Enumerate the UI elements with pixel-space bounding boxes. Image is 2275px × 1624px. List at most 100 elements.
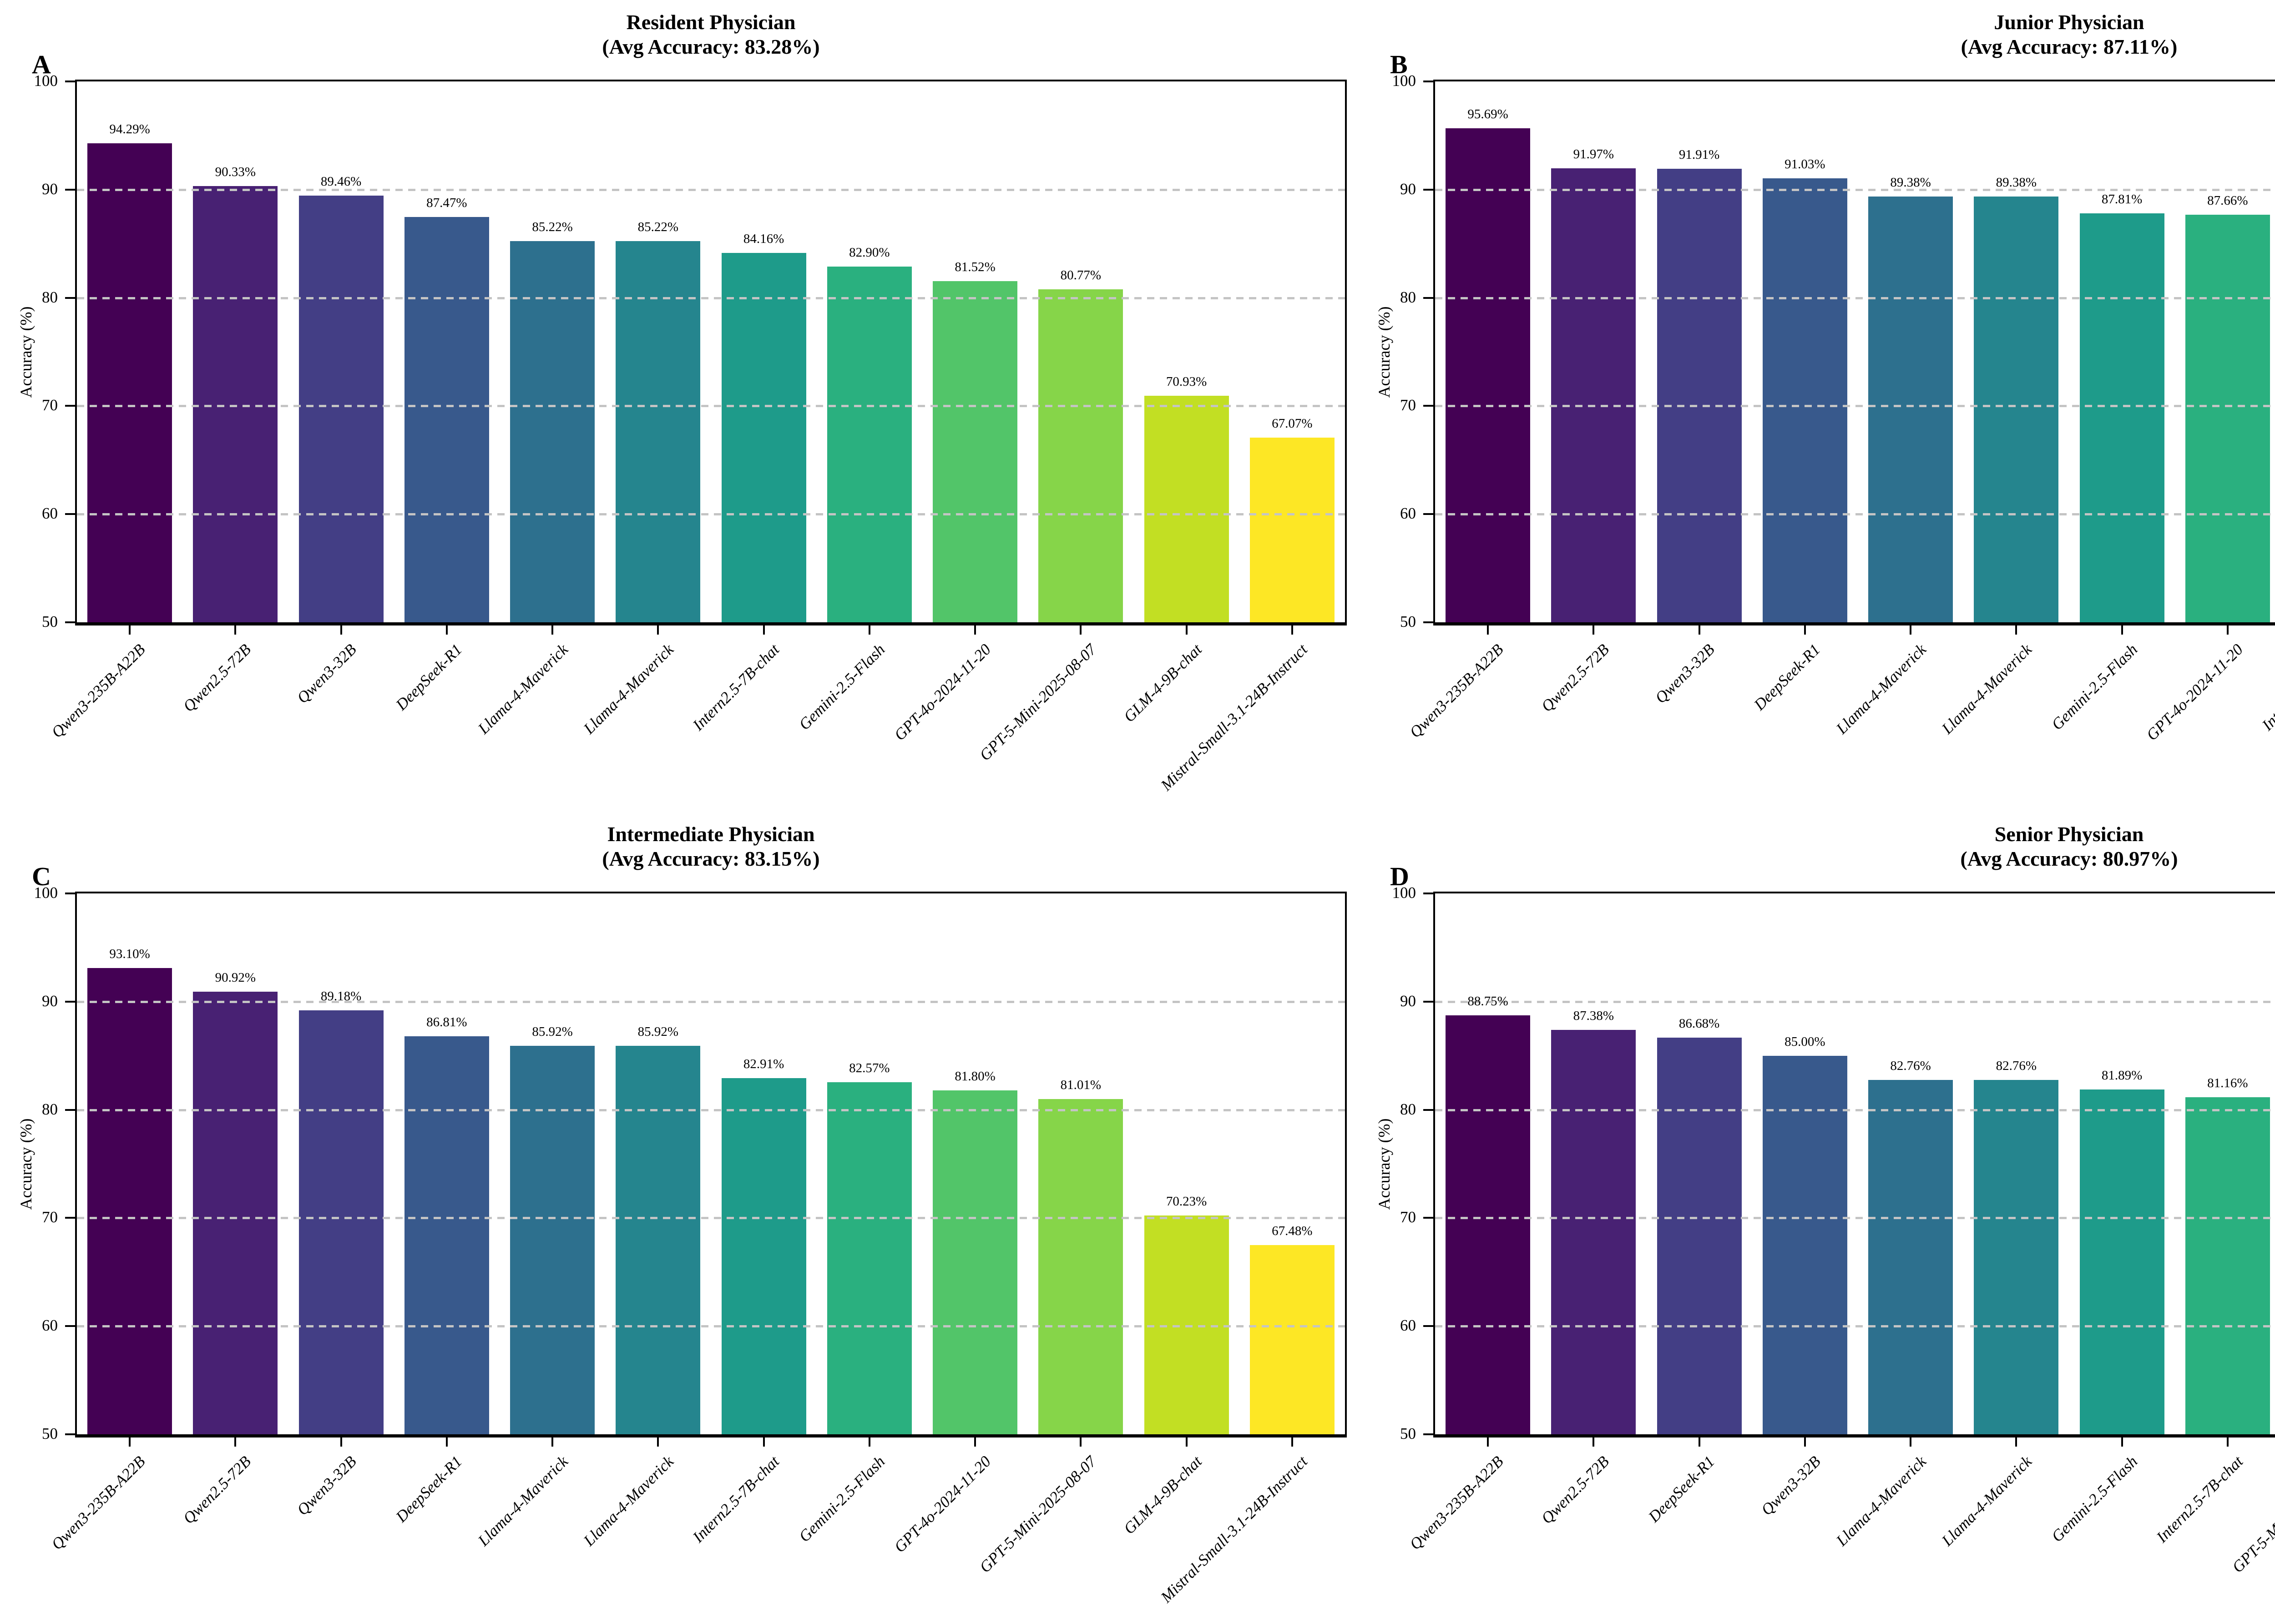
x-tick-label: Qwen3-235B-A22B (48, 641, 149, 741)
bar (404, 1036, 489, 1434)
chart-title-d: Senior Physician (Avg Accuracy: 80.97%) (1433, 822, 2275, 872)
y-tick-label: 90 (42, 992, 58, 1010)
bar-value-label: 81.16% (2207, 1076, 2248, 1091)
bar-value-label: 89.46% (320, 174, 362, 189)
bar-value-label: 81.52% (955, 260, 996, 275)
x-tick-label: Gemini-2.5-Flash (2048, 1453, 2141, 1546)
x-tick-mark (340, 624, 342, 635)
bar (298, 195, 384, 622)
bar-value-label: 80.77% (1060, 268, 1102, 283)
bar-value-label: 82.90% (849, 245, 890, 260)
panel-letter-b: B (1390, 50, 1408, 79)
bar-value-label: 90.33% (215, 164, 256, 179)
bar (827, 1082, 912, 1434)
bar-value-label: 90.92% (215, 970, 256, 985)
bar-value-label: 82.76% (1890, 1058, 1931, 1073)
bar-value-label: 94.29% (109, 121, 150, 136)
bar (616, 1045, 701, 1434)
x-tick-mark (445, 1436, 448, 1447)
bar (616, 241, 701, 622)
bar (933, 1090, 1018, 1434)
bar-value-label: 86.81% (426, 1014, 467, 1029)
gridline (77, 1000, 1345, 1003)
bar (404, 217, 489, 622)
y-tick-label: 90 (1400, 992, 1416, 1010)
panel-d-senior-physician: D Senior Physician (Avg Accuracy: 80.97%… (1358, 812, 2275, 1624)
bar-value-label: 82.76% (1996, 1058, 2037, 1073)
x-tick-label: DeepSeek-R1 (1750, 641, 1824, 714)
bar-value-label: 81.01% (1060, 1077, 1102, 1092)
y-tick-mark (65, 405, 75, 407)
y-tick-mark (65, 188, 75, 191)
bar-value-label: 89.38% (1996, 175, 2037, 190)
x-tick-mark (1698, 1436, 1700, 1447)
x-tick-label: Llama-4-Maverick (580, 1453, 677, 1550)
gridline (1435, 1000, 2275, 1003)
gridline (77, 513, 1345, 516)
gridline (77, 1325, 1345, 1328)
plot-area-d: Accuracy (%) 50 60 70 80 90 100 88.75% Qwen3-23… (1375, 884, 2275, 1576)
x-tick-mark (2015, 624, 2017, 635)
bar (1868, 1079, 1953, 1434)
x-tick-label: GPT-4o-2024-11-20 (890, 641, 994, 744)
y-tick-label: 70 (42, 396, 58, 414)
bar (298, 1010, 384, 1434)
x-tick-label: Qwen3-235B-A22B (1406, 641, 1507, 741)
bar (1446, 1015, 1531, 1434)
bar-value-label: 82.91% (743, 1057, 784, 1072)
bar-value-label: 67.07% (1272, 416, 1313, 431)
bar (1762, 178, 1847, 622)
bar-value-label: 67.48% (1272, 1224, 1313, 1239)
y-tick-mark (1423, 81, 1433, 82)
bar-value-label: 70.93% (1166, 374, 1207, 389)
x-tick-mark (868, 624, 870, 635)
y-tick-label: 50 (42, 613, 58, 630)
panel-letter-a: A (32, 50, 51, 79)
y-tick-label: 100 (34, 884, 58, 902)
plot-area-a: Accuracy (%) 50 60 70 80 90 100 94.29% Qwen3-23… (17, 72, 1347, 794)
gridline (1435, 405, 2275, 408)
x-tick-label: Qwen3-32B (293, 641, 360, 707)
y-tick-mark (65, 1325, 75, 1327)
chart-title-line1: Intermediate Physician (607, 822, 815, 846)
x-tick-label: GPT-4o-2024-11-20 (2143, 641, 2247, 744)
bar-value-label: 87.38% (1573, 1009, 1614, 1024)
gridline (1435, 1217, 2275, 1220)
x-tick-label: Intern2.5-7B-chat (689, 641, 783, 734)
bar (1249, 1245, 1335, 1434)
y-axis-label: Accuracy (%) (17, 306, 35, 398)
x-tick-label: Qwen2.5-72B (179, 1453, 254, 1528)
x-tick-mark (1487, 624, 1489, 635)
gridline (1435, 1109, 2275, 1111)
x-tick-label: Qwen2.5-72B (1537, 641, 1613, 716)
x-tick-label: Llama-4-Maverick (1832, 641, 1930, 738)
x-tick-label: Llama-4-Maverick (474, 1453, 571, 1550)
bar-value-label: 81.89% (2101, 1068, 2143, 1083)
x-tick-mark (974, 624, 976, 635)
bar (2185, 1097, 2270, 1434)
bar-value-label: 93.10% (109, 947, 150, 962)
x-tick-mark (2121, 1436, 2123, 1447)
chart-title-a: Resident Physician (Avg Accuracy: 83.28%… (75, 10, 1347, 60)
y-tick-mark (1423, 1000, 1433, 1003)
bar (721, 252, 806, 622)
panel-letter-d: D (1390, 862, 1409, 891)
chart-title-b: Junior Physician (Avg Accuracy: 87.11%) (1433, 10, 2275, 60)
gridline (77, 1217, 1345, 1220)
y-tick-label: 60 (1400, 504, 1416, 523)
y-tick-mark (1423, 405, 1433, 407)
bar (1657, 169, 1742, 622)
y-axis-label: Accuracy (%) (1375, 1118, 1393, 1210)
bar (1974, 196, 2059, 622)
y-tick-mark (1423, 188, 1433, 191)
y-tick-label: 50 (1400, 613, 1416, 630)
chart-title-line2: (Avg Accuracy: 83.15%) (602, 847, 820, 871)
bar (1038, 289, 1123, 622)
x-tick-label: Gemini-2.5-Flash (795, 641, 889, 734)
x-tick-label: Llama-4-Maverick (1938, 641, 2035, 738)
x-tick-label: Qwen3-235B-A22B (48, 1453, 149, 1553)
x-tick-mark (868, 1436, 870, 1447)
x-tick-label: GPT-4o-2024-11-20 (890, 1453, 994, 1556)
x-tick-mark (234, 1436, 237, 1447)
